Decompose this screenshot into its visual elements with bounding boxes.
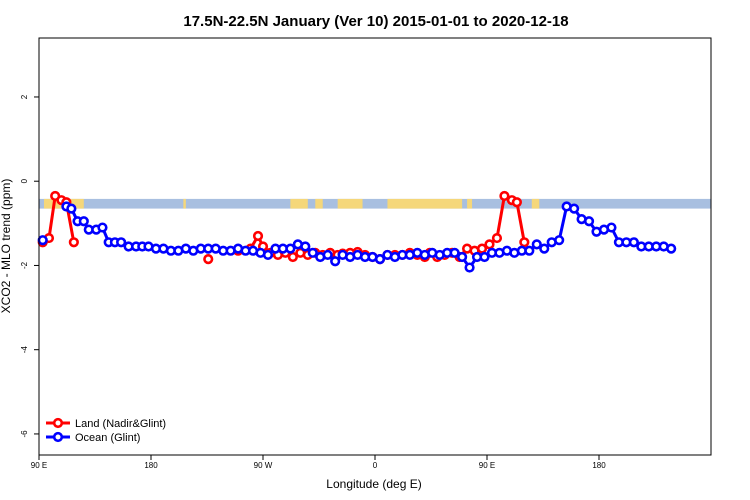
- axes: 90 E 180 90 W 0 90 E 180 -6 -4 -2 0 2: [20, 37, 712, 470]
- series-ocean: [37, 201, 677, 273]
- x-tick-label: 180: [592, 461, 606, 470]
- ocean-band: [39, 198, 711, 209]
- x-axis-label: Longitude (deg E): [326, 477, 421, 491]
- x-tick-label: 180: [144, 461, 158, 470]
- data-point-ocean: [300, 241, 311, 252]
- data-point-land: [511, 197, 522, 208]
- data-point-ocean: [524, 245, 535, 256]
- land-band-5: [337, 198, 363, 209]
- data-point-ocean: [78, 216, 89, 227]
- y-axis-label: XCO2 - MLO trend (ppm): [0, 179, 13, 314]
- land-band-3: [290, 198, 308, 209]
- legend-label-land: Land (Nadir&Glint): [75, 418, 166, 430]
- data-point-land: [499, 190, 510, 202]
- land-band-8: [531, 198, 540, 209]
- data-point-ocean: [37, 235, 48, 246]
- data-point-ocean: [262, 249, 274, 261]
- land-band-7: [467, 198, 473, 209]
- data-point-ocean: [569, 203, 580, 214]
- data-point-land: [68, 237, 79, 248]
- data-point-ocean: [583, 216, 595, 227]
- land-band-2: [183, 198, 186, 209]
- data-point-ocean: [666, 243, 677, 254]
- land-ocean-mask: [39, 198, 711, 209]
- chart-title: 17.5N-22.5N January (Ver 10) 2015-01-01 …: [183, 13, 568, 30]
- data-point-ocean: [531, 239, 542, 250]
- series-layer: [37, 190, 677, 273]
- y-tick-label: -6: [20, 430, 29, 438]
- data-point-ocean: [66, 203, 77, 214]
- data-point-land: [287, 251, 298, 263]
- y-tick-label: -2: [20, 261, 29, 269]
- data-point-ocean: [539, 243, 550, 254]
- y-tick-label: 0: [20, 178, 29, 183]
- data-point-ocean: [457, 251, 468, 263]
- x-tick-label: 90 E: [31, 461, 47, 470]
- data-point-land: [252, 230, 264, 242]
- data-point-ocean: [307, 247, 318, 258]
- y-tick-label: -4: [20, 346, 29, 354]
- x-tick-label: 90 W: [254, 461, 273, 470]
- data-point-ocean: [97, 222, 108, 233]
- data-point-ocean: [322, 249, 333, 261]
- data-point-ocean: [464, 262, 475, 273]
- data-point-land: [476, 243, 488, 254]
- legend-marker-ocean: [52, 431, 64, 443]
- legend-marker-land: [52, 417, 64, 429]
- data-point-ocean: [330, 256, 341, 267]
- data-point-ocean: [628, 237, 639, 248]
- land-band-4: [315, 198, 323, 209]
- land-band-6: [387, 198, 463, 209]
- data-point-ocean: [479, 251, 490, 263]
- data-point-land: [203, 254, 214, 265]
- data-point-ocean: [116, 237, 127, 248]
- legend: Land (Nadir&Glint) Ocean (Glint): [46, 417, 166, 444]
- data-point-ocean: [554, 235, 565, 246]
- legend-label-ocean: Ocean (Glint): [75, 432, 140, 444]
- x-tick-label: 0: [373, 461, 378, 470]
- data-point-ocean: [285, 243, 296, 254]
- data-point-land: [519, 237, 530, 248]
- x-tick-label: 90 E: [479, 461, 495, 470]
- y-tick-label: 2: [20, 94, 29, 99]
- data-point-ocean: [606, 222, 617, 233]
- data-point-land: [484, 239, 495, 250]
- data-point-ocean: [449, 247, 460, 258]
- land-band-0: [43, 198, 54, 209]
- data-point-ocean: [374, 254, 386, 265]
- data-point-land: [491, 232, 503, 244]
